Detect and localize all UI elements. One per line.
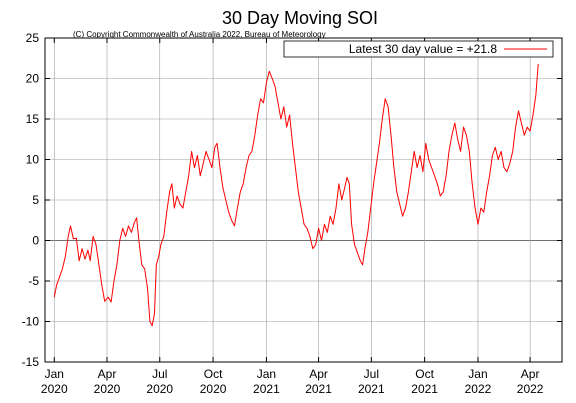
- x-tick-label-year: 2020: [200, 382, 227, 396]
- y-tick-label: -5: [28, 274, 39, 288]
- y-axis-ticks: 25 20 15 10 5 0 -5 -10 -15: [22, 31, 562, 369]
- x-tick-label-month: Oct: [415, 367, 434, 381]
- x-tick-label-month: Apr: [309, 367, 328, 381]
- series-layer: [53, 63, 539, 327]
- x-tick-label-month: Jul: [364, 367, 379, 381]
- x-tick-label-month: Oct: [204, 367, 223, 381]
- x-tick-label-month: Jul: [152, 367, 167, 381]
- y-tick-label: 25: [26, 31, 40, 45]
- y-tick-label: 5: [32, 193, 39, 207]
- x-tick-label-year: 2021: [305, 382, 332, 396]
- legend: Latest 30 day value = +21.8: [283, 40, 554, 58]
- chart-subtitle: (C) Copyright Commonwealth of Australia …: [73, 30, 326, 39]
- legend-label: Latest 30 day value = +21.8: [349, 42, 497, 56]
- x-tick-label-month: Apr: [98, 367, 117, 381]
- y-tick-label: 10: [26, 153, 40, 167]
- x-tick-label-year: 2020: [146, 382, 173, 396]
- x-tick-label-month: Jan: [468, 367, 487, 381]
- y-tick-label: 15: [26, 112, 40, 126]
- y-tick-label: -10: [22, 315, 40, 329]
- x-tick-label-year: 2022: [465, 382, 492, 396]
- x-tick-label-year: 2021: [411, 382, 438, 396]
- plot-frame: [44, 37, 563, 363]
- x-tick-label-year: 2021: [253, 382, 280, 396]
- x-tick-label-month: Jan: [257, 367, 276, 381]
- y-tick-label: 20: [26, 72, 40, 86]
- legend-box: [283, 40, 554, 58]
- x-tick-label-year: 2020: [41, 382, 68, 396]
- grid: [45, 38, 562, 362]
- chart-title: 30 Day Moving SOI: [222, 8, 378, 28]
- x-axis-ticks: Jan2020Apr2020Jul2020Oct2020Jan2021Apr20…: [41, 38, 544, 396]
- y-tick-label: -15: [22, 355, 40, 369]
- x-tick-label-year: 2022: [517, 382, 544, 396]
- x-tick-label-month: Jan: [45, 367, 64, 381]
- series-line-soi: [53, 63, 539, 327]
- x-tick-label-month: Apr: [521, 367, 540, 381]
- x-tick-label-year: 2021: [358, 382, 385, 396]
- y-tick-label: 0: [32, 234, 39, 248]
- x-tick-label-year: 2020: [94, 382, 121, 396]
